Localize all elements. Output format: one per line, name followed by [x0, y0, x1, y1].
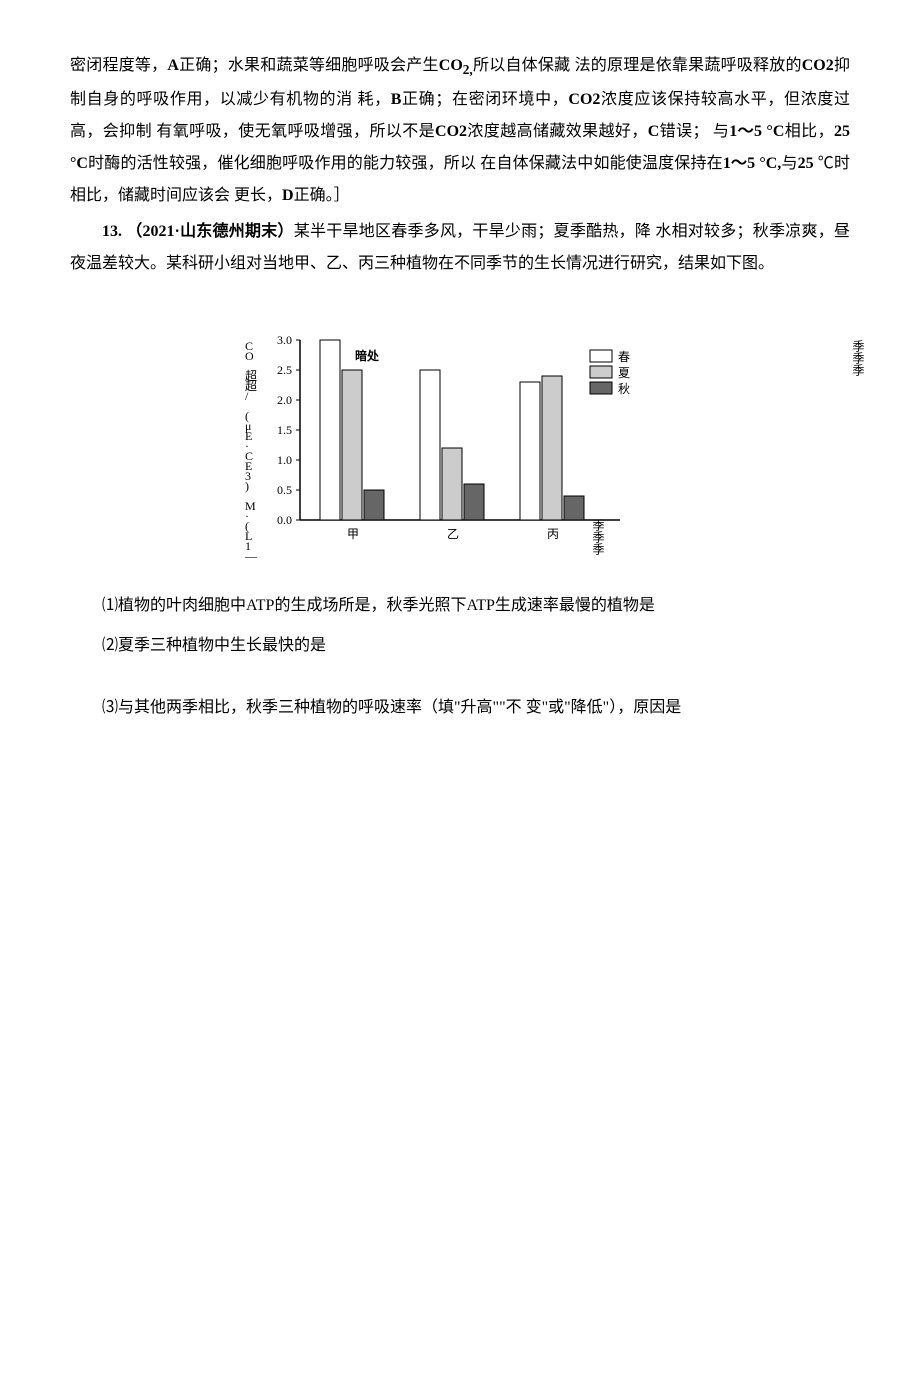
text: 正确；在密闭环境中，: [401, 91, 568, 108]
question-13: 13. （2021·山东德州期末）某半干旱地区春季多风，干旱少雨；夏季酷热，降 …: [70, 216, 850, 280]
question-number: 13.: [102, 223, 122, 240]
co2: CO2: [802, 57, 834, 74]
svg-text:E: E: [245, 559, 252, 560]
option-b: B: [391, 91, 402, 108]
svg-text:乙: 乙: [447, 527, 459, 541]
co2: CO2: [435, 123, 467, 140]
sub-question-1: ⑴植物的叶肉细胞中ATP的生成场所是，秋季光照下ATP生成速率最慢的植物是: [70, 590, 850, 622]
svg-text:0.5: 0.5: [277, 483, 292, 497]
svg-text:0.0: 0.0: [277, 513, 292, 527]
text: 相比，: [784, 123, 834, 140]
text: 密闭程度等，: [70, 57, 167, 74]
text: 错误； 与: [659, 123, 729, 140]
co2: CO2,: [439, 57, 473, 74]
legend-suffix-right: 季季季: [846, 340, 870, 376]
text: 浓度越高储藏效果越好，: [467, 123, 648, 140]
svg-text:春: 春: [618, 350, 630, 364]
text: 与: [781, 155, 797, 172]
svg-text:1.0: 1.0: [277, 453, 292, 467]
svg-text:1.5: 1.5: [277, 423, 292, 437]
text: 正确；水果和蔬菜等细胞呼吸会产生: [179, 57, 439, 74]
text: 所以自体保藏 法的原理是依靠果蔬呼吸释放的: [473, 57, 802, 74]
svg-text:甲: 甲: [347, 527, 359, 541]
option-a: A: [167, 57, 179, 74]
temp-range: 1〜5 °C: [729, 123, 784, 140]
svg-text:2.5: 2.5: [277, 363, 292, 377]
sub-question-2: ⑵夏季三种植物中生长最快的是: [70, 630, 850, 662]
option-d: D: [282, 187, 294, 204]
svg-text:2.0: 2.0: [277, 393, 292, 407]
svg-text:暗处: 暗处: [355, 348, 380, 363]
svg-text:3.0: 3.0: [277, 333, 292, 347]
co2: CO2: [568, 91, 600, 108]
temp-25-num: 25: [798, 155, 814, 172]
svg-text:): ): [245, 479, 249, 493]
svg-text:丙: 丙: [547, 527, 559, 541]
svg-text:夏: 夏: [618, 366, 630, 380]
text: 正确。］: [294, 187, 350, 204]
text: 时酶的活性较强，催化细胞呼吸作用的能力较强，所以 在自体保藏法中如能使温度保持在: [88, 155, 723, 172]
svg-text:O: O: [245, 349, 254, 363]
question-source: （2021·山东德州期末）: [126, 223, 294, 240]
bar-chart: 0.00.51.01.52.02.53.0CO 超超/ (μE·CE3) M·(…: [210, 300, 710, 560]
option-c: C: [648, 123, 660, 140]
legend-suffix-bottom: 季季季: [586, 519, 610, 555]
svg-text:秋: 秋: [618, 382, 630, 396]
paragraph-explanation: 密闭程度等，A正确；水果和蔬菜等细胞呼吸会产生CO2,所以自体保藏 法的原理是依…: [70, 50, 850, 212]
temp-range: 1〜5 °C,: [723, 155, 781, 172]
chart-svg: 0.00.51.01.52.02.53.0CO 超超/ (μE·CE3) M·(…: [210, 300, 710, 560]
sub-question-3: ⑶与其他两季相比，秋季三种植物的呼吸速率（填"升高""不 变"或"降低"），原因…: [70, 692, 850, 724]
